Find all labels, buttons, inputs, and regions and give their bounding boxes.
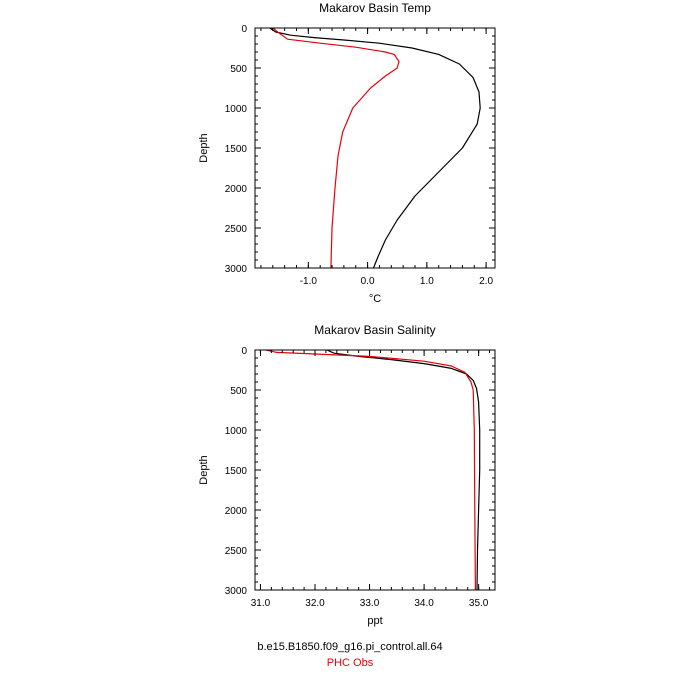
chart-title: Makarov Basin Temp — [319, 1, 431, 15]
obs-name-label: PHC Obs — [326, 657, 374, 669]
x-axis-label: °C — [369, 293, 381, 305]
x-tick-label: 0.0 — [361, 276, 375, 287]
x-tick-label: 2.0 — [479, 276, 493, 287]
x-tick-label: 32.0 — [305, 598, 325, 609]
plot-frame — [254, 349, 496, 591]
y-tick-label: 500 — [230, 386, 247, 397]
model-profile-line — [326, 349, 481, 591]
y-tick-label: 0 — [241, 346, 247, 357]
y-tick-label: 1500 — [225, 466, 248, 477]
y-tick-label: 1000 — [225, 426, 248, 437]
obs-profile-line — [272, 27, 400, 269]
x-tick-label: 31.0 — [251, 598, 271, 609]
y-tick-label: 2500 — [225, 546, 248, 557]
y-tick-label: 500 — [230, 64, 247, 75]
y-tick-label: 0 — [241, 24, 247, 35]
x-tick-label: 1.0 — [420, 276, 434, 287]
y-tick-label: 1500 — [225, 144, 248, 155]
x-tick-label: 35.0 — [469, 598, 489, 609]
chart-title: Makarov Basin Salinity — [314, 323, 435, 337]
model-profile-line — [269, 27, 481, 269]
salinity-panel: Makarov Basin Salinity 31.0 32.0 33.0 34.0 35… — [198, 323, 496, 627]
x-tick-label: 33.0 — [360, 598, 380, 609]
y-tick-label: 3000 — [225, 264, 248, 275]
temperature-panel: Makarov Basin Temp -1.0 0.0 1.0 2.0 0 500 1000 1… — [198, 1, 496, 305]
x-tick-label: 34.0 — [414, 598, 434, 609]
y-tick-label: 2000 — [225, 506, 248, 517]
y-tick-label: 2000 — [225, 184, 248, 195]
obs-profile-line — [265, 349, 476, 591]
y-axis-label: Depth — [198, 455, 210, 484]
y-tick-label: 2500 — [225, 224, 248, 235]
x-tick-label: -1.0 — [300, 276, 318, 287]
y-axis-label: Depth — [198, 133, 210, 162]
y-tick-label: 1000 — [225, 104, 248, 115]
x-axis-label: ppt — [367, 615, 382, 627]
run-name-label: b.e15.B1850.f09_g16.pi_control.all.64 — [257, 641, 443, 653]
y-tick-label: 3000 — [225, 586, 248, 597]
